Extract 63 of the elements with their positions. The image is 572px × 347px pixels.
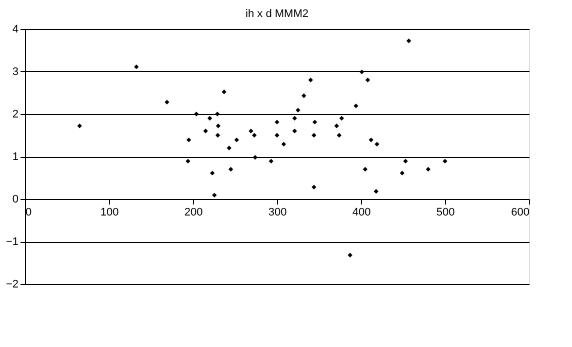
point <box>222 90 226 94</box>
point <box>252 132 257 138</box>
point <box>365 78 370 82</box>
point <box>248 128 254 134</box>
point <box>334 124 339 128</box>
y-tick-label: −1 <box>6 236 18 248</box>
point <box>215 112 220 116</box>
point <box>368 138 374 142</box>
point <box>354 104 358 108</box>
point <box>296 108 300 113</box>
point <box>336 132 342 138</box>
point <box>339 116 344 121</box>
point <box>77 124 82 128</box>
point <box>442 158 448 164</box>
point <box>406 38 412 44</box>
y-tick-label: 3 <box>12 66 18 78</box>
point <box>312 184 316 190</box>
point <box>207 116 212 121</box>
point <box>403 158 408 164</box>
point <box>400 170 405 176</box>
point <box>252 155 258 160</box>
point <box>134 64 139 70</box>
point <box>302 93 306 98</box>
point <box>216 124 221 128</box>
point <box>359 70 364 74</box>
point <box>292 128 297 134</box>
chart-title: ih x d MMM2 <box>246 8 308 20</box>
point <box>362 166 368 172</box>
point <box>274 132 280 138</box>
point <box>374 142 380 147</box>
point <box>274 120 280 124</box>
point <box>164 100 170 104</box>
x-tick-label: 200 <box>184 206 203 218</box>
point <box>203 128 208 134</box>
point <box>426 166 431 172</box>
point <box>228 166 234 172</box>
point <box>226 146 232 150</box>
y-tick-label: 2 <box>12 108 18 120</box>
point <box>194 112 199 116</box>
point <box>215 132 220 138</box>
point <box>186 138 192 142</box>
point <box>212 192 217 198</box>
y-tick-label: 1 <box>12 151 18 163</box>
x-tick-label: 400 <box>352 206 371 218</box>
point <box>348 252 352 258</box>
point <box>312 132 316 138</box>
x-tick-label: 0 <box>26 206 32 218</box>
y-tick-label: 0 <box>12 194 18 206</box>
x-tick-label: 100 <box>100 206 119 218</box>
point <box>308 78 313 82</box>
point <box>312 120 318 124</box>
x-tick-label: 300 <box>268 206 287 218</box>
x-tick-label: 500 <box>436 206 455 218</box>
y-tick-label: −2 <box>6 278 18 290</box>
x-tick-label: 600 <box>511 206 530 218</box>
point <box>186 158 190 164</box>
point <box>292 116 297 121</box>
point <box>210 170 215 176</box>
y-tick-label: 4 <box>12 24 18 36</box>
point <box>234 138 240 142</box>
point <box>281 142 286 147</box>
point <box>374 189 378 194</box>
point <box>268 158 274 164</box>
